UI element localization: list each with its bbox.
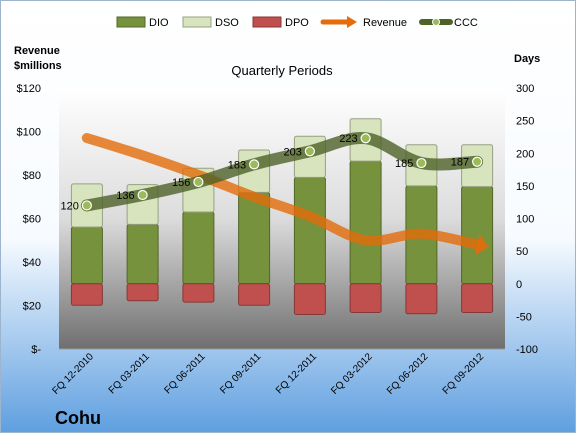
- y-left-tick-label: $40: [23, 257, 41, 269]
- bar-dpo: [182, 283, 215, 303]
- y-left-tick-label: $20: [23, 301, 41, 313]
- ccc-marker: [304, 146, 315, 157]
- ccc-marker: [472, 156, 483, 167]
- bar-dio: [182, 211, 215, 285]
- legend-swatch-revenue-arrow: [347, 16, 357, 28]
- bar-dio: [238, 191, 271, 285]
- ccc-marker: [193, 176, 204, 188]
- ccc-data-label: 136: [116, 190, 134, 202]
- y-left-tick-label: $80: [23, 170, 41, 182]
- y-right-tick-label: 100: [516, 214, 534, 226]
- bar-dio: [126, 223, 159, 285]
- y-left-tick-label: $120: [17, 83, 41, 95]
- y-right-tick-label: 300: [516, 83, 534, 95]
- legend-swatch-dso: [182, 16, 212, 28]
- bar-dio: [293, 176, 326, 285]
- y-left-tick-label: $-: [31, 344, 41, 356]
- ccc-data-label: 156: [172, 177, 190, 189]
- legend-label-dpo: DPO: [285, 17, 309, 29]
- ccc-data-label: 185: [395, 158, 413, 170]
- company-name: Cohu: [55, 408, 101, 428]
- ccc-marker: [360, 133, 371, 144]
- ccc-marker: [137, 189, 148, 201]
- line-ccc: [80, 132, 484, 212]
- ccc-marker: [81, 200, 92, 211]
- bar-dio: [70, 226, 103, 285]
- legend-swatch-dio: [116, 16, 146, 28]
- legend-label-ccc: CCC: [454, 17, 478, 29]
- ccc-data-label: 120: [61, 200, 79, 212]
- plot-area: [59, 88, 505, 349]
- ccc-data-label: 203: [284, 146, 302, 158]
- bar-dpo: [405, 283, 438, 315]
- y-right-tick-label: 0: [516, 279, 522, 291]
- y-left-label-line1: Revenue: [14, 45, 60, 57]
- y-right-tick-label: 150: [516, 181, 534, 193]
- chart-title: Quarterly Periods: [231, 63, 333, 78]
- y-right-tick-label: 250: [516, 116, 534, 128]
- legend-swatch-ccc-marker: [432, 18, 440, 26]
- y-right-tick-label: 200: [516, 148, 534, 160]
- bar-dpo: [461, 283, 494, 313]
- bar-dpo: [238, 283, 271, 306]
- y-right-tick-label: 50: [516, 246, 528, 258]
- bar-dio: [461, 186, 494, 285]
- line-revenue: [81, 133, 483, 250]
- revenue-arrowhead: [475, 233, 489, 256]
- bar-dpo: [349, 283, 382, 313]
- bar-dio: [349, 160, 382, 285]
- ccc-marker: [249, 159, 260, 170]
- bar-dpo: [126, 283, 159, 302]
- y-right-label: Days: [514, 53, 540, 65]
- bar-dpo: [293, 283, 326, 315]
- bar-dpo: [70, 283, 103, 306]
- ccc-data-label: 223: [339, 133, 357, 145]
- y-right-tick-label: -50: [516, 311, 532, 323]
- y-left-tick-label: $100: [17, 127, 41, 139]
- legend-label-revenue: Revenue: [363, 17, 407, 29]
- legend-swatch-dpo: [252, 16, 282, 28]
- ccc-data-label: 187: [451, 157, 469, 169]
- y-left-tick-label: $60: [23, 214, 41, 226]
- y-right-tick-label: -100: [516, 344, 538, 356]
- ccc-data-label: 183: [228, 159, 246, 171]
- y-left-label-line2: $millions: [14, 60, 62, 72]
- ccc-marker: [416, 157, 427, 169]
- legend-label-dio: DIO: [149, 17, 169, 29]
- legend-label-dso: DSO: [215, 17, 239, 29]
